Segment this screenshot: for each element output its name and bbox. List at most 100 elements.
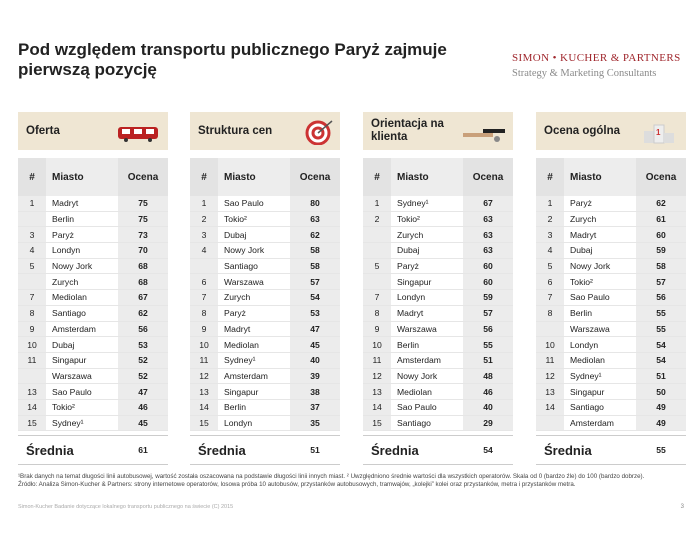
city: Sao Paulo bbox=[52, 386, 92, 397]
table-row: 2 Tokio² 63 bbox=[190, 211, 340, 228]
city: Dubaj bbox=[224, 229, 247, 240]
score: 51 bbox=[463, 352, 513, 368]
column-header: Ocena bbox=[290, 158, 340, 196]
score: 60 bbox=[463, 274, 513, 290]
city: Sydney¹ bbox=[52, 417, 84, 428]
svg-text:1: 1 bbox=[656, 128, 661, 137]
rank: 11 bbox=[363, 352, 391, 368]
city: Sydney¹ bbox=[224, 355, 256, 366]
footer: Simon-Kucher Badanie dotyczące lokalnego… bbox=[18, 504, 234, 510]
table: Orientacja na klienta # Miasto Ocena 1 Sydney… bbox=[363, 112, 513, 466]
table-header: Orientacja na klienta bbox=[363, 112, 513, 150]
table-row: 10 Mediolan 45 bbox=[190, 337, 340, 353]
column-header: # bbox=[536, 158, 564, 196]
table-row: 10 Londyn 54 bbox=[536, 337, 686, 353]
score: 57 bbox=[290, 274, 340, 290]
city: Madryt bbox=[570, 229, 597, 240]
score: 46 bbox=[463, 384, 513, 399]
score: 40 bbox=[290, 352, 340, 368]
table-row: 15 Londyn 35 bbox=[190, 415, 340, 432]
column-header: Miasto bbox=[46, 158, 118, 196]
rank: 8 bbox=[363, 305, 391, 321]
source: Źródło: Analiza Simon-Kucher & Partners:… bbox=[18, 480, 576, 488]
city: Berlin bbox=[570, 308, 592, 319]
score: 37 bbox=[290, 399, 340, 415]
rank: 2 bbox=[190, 211, 218, 227]
rank: 8 bbox=[536, 305, 564, 321]
score: 58 bbox=[290, 243, 340, 258]
city: Dubaj bbox=[570, 245, 593, 256]
score: 45 bbox=[118, 415, 168, 431]
column-header: # bbox=[18, 158, 46, 196]
average-label: Średnia bbox=[198, 442, 246, 458]
rank bbox=[363, 227, 391, 243]
icon bbox=[116, 119, 162, 146]
city: Sydney¹ bbox=[570, 370, 602, 381]
table-row: 9 Amsterdam 56 bbox=[18, 321, 168, 338]
city: Amsterdam bbox=[570, 417, 614, 428]
table-row: 12 Nowy Jork 48 bbox=[363, 368, 513, 385]
rank bbox=[190, 258, 218, 274]
city: Zurych bbox=[397, 229, 424, 240]
score: 47 bbox=[118, 384, 168, 399]
table-row: 14 Berlin 37 bbox=[190, 399, 340, 416]
city: Santiago bbox=[224, 261, 258, 272]
city: Nowy Jork bbox=[570, 261, 611, 272]
rank: 5 bbox=[536, 258, 564, 274]
rank bbox=[536, 321, 564, 337]
score: 68 bbox=[118, 258, 168, 274]
rank bbox=[363, 274, 391, 290]
rank: 5 bbox=[363, 258, 391, 274]
rank: 15 bbox=[363, 415, 391, 431]
table-row: 15 Santiago 29 bbox=[363, 415, 513, 432]
score: 57 bbox=[463, 305, 513, 321]
table: Ocena ogólna 1 # Miasto Ocena 1 Paryż 62 2 Zurych… bbox=[536, 112, 686, 466]
rank: 1 bbox=[363, 196, 391, 211]
city: Berlin bbox=[397, 339, 419, 350]
city: Warszawa bbox=[397, 323, 437, 334]
footnotes-block: ¹Brak danych na temat długości linii aut… bbox=[18, 473, 686, 488]
score: 58 bbox=[636, 258, 686, 274]
rank: 11 bbox=[536, 352, 564, 368]
rank bbox=[363, 243, 391, 258]
rank: 10 bbox=[363, 337, 391, 352]
score: 67 bbox=[118, 290, 168, 305]
city: Madryt bbox=[52, 198, 79, 209]
table-row: 3 Paryż 73 bbox=[18, 227, 168, 244]
score: 35 bbox=[290, 415, 340, 431]
average-row: Średnia 51 bbox=[190, 435, 340, 466]
table-header: Struktura cen bbox=[190, 112, 340, 150]
rank: 10 bbox=[536, 337, 564, 352]
score: 75 bbox=[118, 196, 168, 211]
score: 53 bbox=[118, 337, 168, 352]
city: Singapur bbox=[224, 386, 259, 397]
rank: 15 bbox=[18, 415, 46, 431]
score: 29 bbox=[463, 415, 513, 431]
rank: 6 bbox=[190, 274, 218, 290]
table-row: 1 Madryt 75 bbox=[18, 196, 168, 212]
table-row: 13 Mediolan 46 bbox=[363, 384, 513, 400]
score: 73 bbox=[118, 227, 168, 243]
city: Sydney¹ bbox=[397, 198, 429, 209]
column-header: Miasto bbox=[391, 158, 463, 196]
table-row: 2 Tokio² 63 bbox=[363, 211, 513, 228]
score: 56 bbox=[636, 290, 686, 305]
rank: 14 bbox=[363, 399, 391, 415]
average-value: 61 bbox=[138, 445, 148, 456]
city: Paryż bbox=[224, 308, 246, 319]
rank: 7 bbox=[18, 290, 46, 305]
table-row: 14 Santiago 49 bbox=[536, 399, 686, 416]
city: Madryt bbox=[224, 323, 251, 334]
score: 62 bbox=[290, 227, 340, 243]
city: Londyn bbox=[52, 245, 81, 256]
rank: 4 bbox=[190, 243, 218, 258]
city: Mediolan bbox=[397, 386, 432, 397]
logo-name: SIMON • KUCHER & PARTNERS bbox=[512, 52, 681, 64]
table-row: 10 Dubaj 53 bbox=[18, 337, 168, 353]
city: Paryż bbox=[397, 261, 419, 272]
table-row: 4 Londyn 70 bbox=[18, 243, 168, 259]
city: Mediolan bbox=[570, 355, 605, 366]
city: Mediolan bbox=[224, 339, 259, 350]
rank: 7 bbox=[190, 290, 218, 305]
table-header: Oferta bbox=[18, 112, 168, 150]
